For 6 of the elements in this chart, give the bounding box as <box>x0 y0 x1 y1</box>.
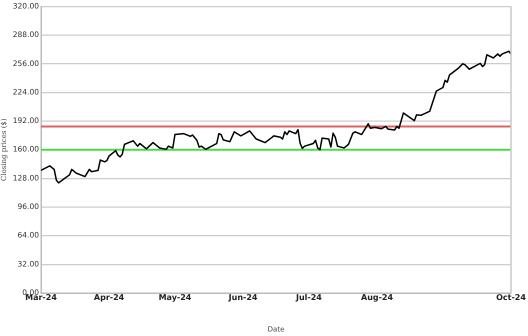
x-tick-label: May-24 <box>158 292 192 302</box>
x-tick-label: Aug-24 <box>360 292 394 302</box>
x-tick-label: Jun-24 <box>228 292 258 302</box>
x-tick-label: Jul-24 <box>295 292 322 302</box>
x-tick-label: Apr-24 <box>94 292 125 302</box>
x-tick-label: Oct-24 <box>496 292 526 302</box>
